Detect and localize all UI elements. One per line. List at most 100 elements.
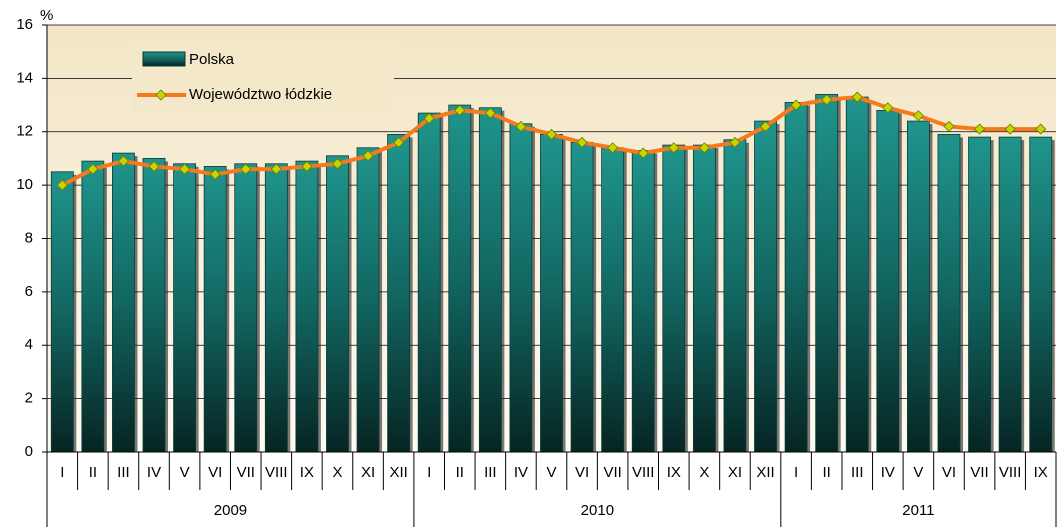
y-tick-label: 4 xyxy=(25,336,33,353)
group-label: 2010 xyxy=(581,502,614,519)
x-tick-label: III xyxy=(117,464,130,481)
bar xyxy=(509,123,533,453)
line-marker xyxy=(301,160,313,173)
y-tick-label: 12 xyxy=(16,123,33,140)
x-tick-label: III xyxy=(851,464,864,481)
line-marker xyxy=(179,163,191,175)
x-tick-label: VIII xyxy=(265,464,288,481)
line-marker xyxy=(270,163,282,175)
line-marker xyxy=(393,136,405,148)
line-marker xyxy=(209,168,221,181)
y-unit: % xyxy=(40,7,53,24)
bar xyxy=(173,163,196,453)
x-tick-label: II xyxy=(823,464,831,481)
x-tick-label: II xyxy=(89,464,97,481)
bar xyxy=(203,166,227,453)
x-tick-label: III xyxy=(484,464,497,481)
x-tick-label: IX xyxy=(300,464,314,481)
bar xyxy=(570,142,594,453)
bar xyxy=(50,171,74,453)
bar xyxy=(448,104,472,453)
group-label: 2009 xyxy=(214,502,247,519)
line-marker xyxy=(668,142,680,154)
bar xyxy=(692,144,716,453)
line-marker xyxy=(1004,123,1016,135)
x-tick-label: IX xyxy=(1034,464,1048,481)
bar xyxy=(907,120,930,453)
x-tick-label: IV xyxy=(514,464,528,481)
line-marker xyxy=(362,150,374,162)
x-tick-label: VII xyxy=(970,464,988,481)
bar xyxy=(815,93,839,453)
line-marker xyxy=(790,99,802,111)
bar xyxy=(968,136,991,453)
bar xyxy=(112,152,135,453)
x-tick-label: I xyxy=(427,464,431,481)
x-tick-label: X xyxy=(332,464,342,481)
x-tick-label: XII xyxy=(389,464,407,481)
line-marker xyxy=(56,179,68,191)
group-label: 2011 xyxy=(902,502,934,519)
line-marker xyxy=(912,110,924,122)
line-marker xyxy=(148,160,160,173)
legend-marker xyxy=(155,89,167,101)
line-marker xyxy=(607,142,619,154)
y-tick-label: 10 xyxy=(16,176,33,193)
y-tick-label: 6 xyxy=(25,283,33,300)
x-tick-label: V xyxy=(180,464,190,481)
bar xyxy=(234,163,258,453)
y-tick-label: 14 xyxy=(16,69,33,86)
line-marker xyxy=(1035,123,1047,135)
line-marker xyxy=(515,120,527,132)
line-marker xyxy=(117,155,130,167)
y-tick-label: 16 xyxy=(16,16,33,33)
line-marker xyxy=(576,136,588,148)
bar xyxy=(845,96,869,453)
line-marker xyxy=(973,123,986,135)
bar xyxy=(264,163,288,453)
bar xyxy=(998,136,1022,453)
x-tick-label: VIII xyxy=(632,464,655,481)
legend-label: Polska xyxy=(189,51,235,68)
bar xyxy=(295,160,319,453)
line-marker xyxy=(484,107,496,119)
bar xyxy=(540,134,563,453)
x-tick-label: VIII xyxy=(999,464,1022,481)
line-marker xyxy=(698,142,710,154)
bar xyxy=(326,155,349,453)
x-tick-label: I xyxy=(60,464,64,481)
x-tick-label: VII xyxy=(603,464,621,481)
bar xyxy=(1029,136,1053,453)
x-tick-label: XI xyxy=(361,464,375,481)
bar xyxy=(601,147,625,453)
legend-swatch xyxy=(142,51,186,67)
bar xyxy=(723,139,747,453)
bar xyxy=(81,160,105,453)
line-marker xyxy=(331,158,344,170)
x-tick-label: VI xyxy=(942,464,956,481)
line-marker xyxy=(454,104,466,116)
x-tick-label: IV xyxy=(147,464,161,481)
legend-label: Województwo łódzkie xyxy=(189,86,332,103)
bar xyxy=(142,158,166,453)
line-marker xyxy=(423,112,435,124)
x-tick-label: I xyxy=(794,464,798,481)
bar xyxy=(356,147,380,453)
y-tick-label: 2 xyxy=(25,390,33,407)
bar xyxy=(478,107,502,453)
line-marker xyxy=(637,147,649,159)
x-tick-label: V xyxy=(913,464,923,481)
x-tick-label: XII xyxy=(756,464,774,481)
line-marker xyxy=(943,120,955,132)
x-tick-label: V xyxy=(546,464,556,481)
line-marker xyxy=(759,120,772,132)
x-tick-label: XI xyxy=(728,464,742,481)
y-tick-label: 8 xyxy=(25,229,33,246)
bar xyxy=(784,101,808,453)
line-marker xyxy=(882,102,894,114)
x-tick-label: VII xyxy=(237,464,255,481)
x-tick-label: X xyxy=(699,464,709,481)
bar xyxy=(754,120,777,453)
y-tick-label: 0 xyxy=(25,443,33,460)
